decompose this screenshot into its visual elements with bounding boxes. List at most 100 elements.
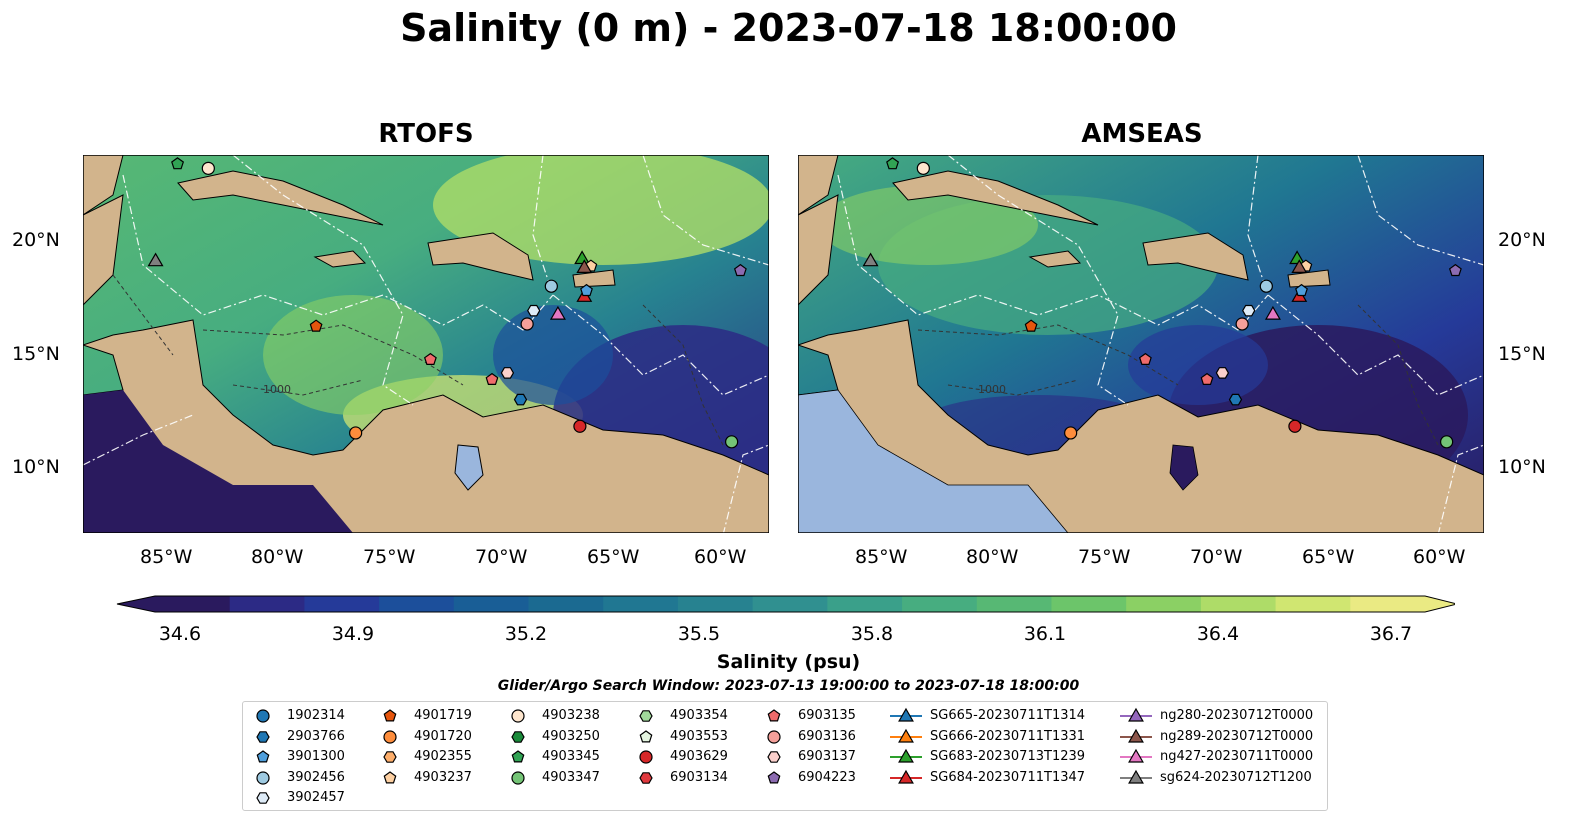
legend-label: ng280-20230712T0000 bbox=[1160, 708, 1314, 723]
lon-label: 85°W bbox=[140, 546, 193, 568]
lon-label: 75°W bbox=[363, 546, 416, 568]
colorbar-bin bbox=[1126, 596, 1202, 612]
legend-marker bbox=[639, 750, 653, 764]
legend-marker bbox=[1120, 769, 1152, 784]
legend-marker bbox=[639, 729, 653, 742]
legend-marker bbox=[383, 709, 397, 722]
colorbar-bin bbox=[752, 596, 828, 612]
platform-marker-4903238 bbox=[916, 161, 930, 175]
platform-marker-4903238 bbox=[201, 161, 215, 175]
legend-label: 4903250 bbox=[542, 728, 600, 744]
contour-label: 1000 bbox=[978, 383, 1006, 396]
platform-marker-3902457 bbox=[1242, 304, 1256, 317]
legend-marker bbox=[383, 729, 397, 744]
figure-title: Salinity (0 m) - 2023-07-18 18:00:00 bbox=[400, 6, 1177, 50]
legend-label: sg624-20230712T1200 bbox=[1160, 769, 1312, 785]
colorbar-bin bbox=[677, 596, 754, 612]
legend-label: 4903553 bbox=[670, 728, 728, 744]
colorbar-tick: 35.2 bbox=[504, 623, 548, 645]
lat-label-left: 15°N bbox=[12, 343, 60, 365]
colorbar bbox=[116, 595, 1455, 613]
legend-label: 4903347 bbox=[542, 769, 600, 785]
platform-marker-4901720 bbox=[1064, 426, 1078, 440]
legend-marker bbox=[767, 729, 781, 744]
legend-label: 4903345 bbox=[542, 749, 600, 764]
land-masses bbox=[798, 155, 1484, 533]
colorbar-tick: 35.8 bbox=[850, 623, 894, 645]
platform-marker-3901300 bbox=[580, 283, 593, 297]
platform-marker-3902457 bbox=[527, 304, 541, 317]
depth-contours bbox=[112, 274, 724, 446]
lat-label-left: 10°N bbox=[12, 456, 60, 478]
legend-label: 6903134 bbox=[670, 769, 728, 785]
legend-marker bbox=[767, 770, 781, 783]
platform-marker-4903345 bbox=[886, 157, 900, 170]
legend-marker bbox=[256, 709, 270, 723]
legend-marker bbox=[767, 751, 781, 763]
legend-marker bbox=[890, 748, 922, 763]
colorbar-bin bbox=[229, 596, 305, 612]
lat-label-right: 20°N bbox=[1498, 229, 1546, 251]
platform-markers bbox=[147, 157, 747, 449]
platform-marker-3902456 bbox=[1259, 279, 1273, 293]
legend-label: SG684-20230711T1347 bbox=[930, 769, 1086, 785]
colorbar-bin bbox=[827, 596, 903, 612]
legend-marker bbox=[639, 771, 653, 784]
colorbar-bin bbox=[1350, 596, 1426, 612]
legend-label: 6903137 bbox=[798, 749, 856, 764]
legend-marker bbox=[511, 770, 525, 785]
colorbar-bin bbox=[1051, 596, 1127, 612]
platform-marker-4901719 bbox=[1024, 319, 1038, 332]
legend-marker bbox=[890, 769, 922, 784]
platform-marker-2903766 bbox=[1228, 393, 1243, 406]
legend-label: 3901300 bbox=[287, 749, 345, 764]
platform-marker-ng289-20230712T0000 bbox=[576, 259, 593, 274]
colorbar-bin bbox=[379, 596, 455, 612]
legend-label: 3902457 bbox=[287, 790, 345, 805]
lon-label: 80°W bbox=[966, 546, 1019, 568]
legend-label: 1902314 bbox=[287, 708, 345, 723]
platform-marker-6903136 bbox=[1235, 317, 1249, 331]
colorbar-tick: 36.4 bbox=[1196, 623, 1240, 645]
eez-boundaries bbox=[837, 155, 1484, 533]
legend-label: 4903629 bbox=[670, 749, 728, 764]
legend-marker bbox=[383, 751, 397, 763]
lakes-and-pacific bbox=[798, 389, 1199, 533]
platform-marker-3902456 bbox=[544, 279, 558, 293]
legend-marker bbox=[511, 730, 525, 743]
colorbar-tick: 36.1 bbox=[1023, 623, 1067, 645]
eez-boundaries bbox=[83, 155, 769, 533]
legend-label: 2903766 bbox=[287, 728, 345, 744]
colorbar-bin bbox=[1200, 596, 1277, 612]
lon-label: 70°W bbox=[475, 546, 528, 568]
platform-marker-6903135 bbox=[1200, 372, 1214, 385]
lon-label: 65°W bbox=[1302, 546, 1355, 568]
colorbar-bin bbox=[304, 596, 380, 612]
colorbar-bin bbox=[528, 596, 604, 612]
legend-label: 6903136 bbox=[798, 728, 856, 744]
lon-label: 85°W bbox=[855, 546, 908, 568]
platform-marker-4901719 bbox=[309, 319, 323, 332]
platform-markers bbox=[862, 157, 1462, 449]
legend-marker bbox=[511, 709, 525, 723]
legend: 1902314 2903766 3901300 3902456 3902457 49017… bbox=[242, 701, 1328, 811]
legend-marker bbox=[256, 750, 270, 763]
lat-label-right: 10°N bbox=[1498, 456, 1546, 478]
legend-label: 4901720 bbox=[414, 728, 472, 744]
colorbar-label: Salinity (psu) bbox=[716, 651, 861, 673]
search-window-text: Glider/Argo Search Window: 2023-07-13 19… bbox=[497, 678, 1080, 694]
platform-marker-ng427-20230711T0000 bbox=[1264, 305, 1281, 320]
colorbar-bin bbox=[902, 596, 978, 612]
map-panel-rtofs[interactable]: 1000 bbox=[83, 155, 769, 533]
contour-label: 1000 bbox=[263, 383, 291, 396]
legend-label: 6904223 bbox=[798, 769, 856, 785]
map-panel-amseas[interactable]: 1000 bbox=[798, 155, 1484, 533]
platform-marker-6903137 bbox=[1215, 367, 1230, 379]
legend-label: SG665-20230711T1314 bbox=[930, 708, 1086, 723]
legend-marker bbox=[890, 728, 922, 743]
legend-label: 4902355 bbox=[414, 749, 472, 764]
colorbar-extend-low bbox=[117, 596, 155, 612]
legend-label: ng427-20230711T0000 bbox=[1160, 749, 1314, 764]
platform-marker-4901720 bbox=[349, 426, 363, 440]
panel-title-amseas: AMSEAS bbox=[1081, 119, 1203, 149]
